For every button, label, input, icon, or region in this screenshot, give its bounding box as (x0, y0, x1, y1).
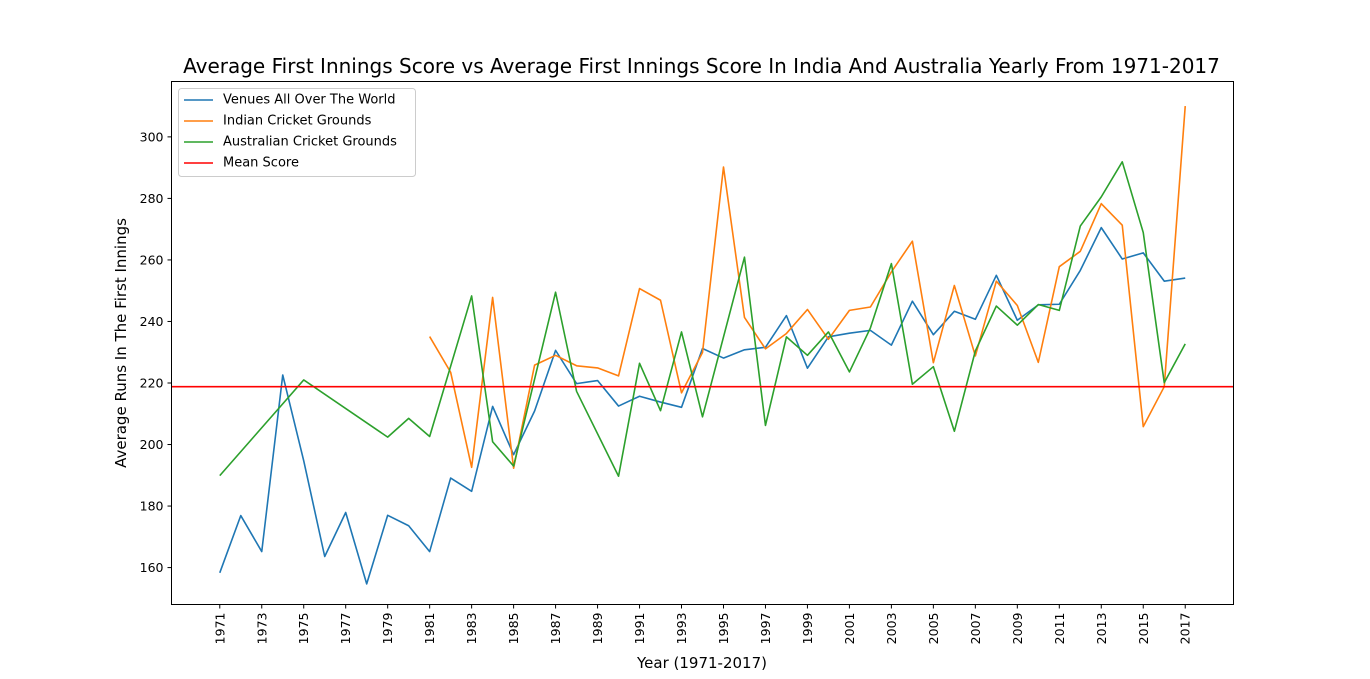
series-line-2 (428, 106, 1187, 470)
series-layer (171, 106, 1234, 585)
x-tick-label: 2011 (1052, 613, 1067, 645)
y-tick-label: 300 (140, 129, 164, 144)
x-tick-label: 1981 (422, 613, 437, 645)
legend: Venues All Over The World Indian Cricket … (178, 88, 416, 177)
series-line-3 (219, 161, 1186, 478)
x-tick-label: 2007 (968, 613, 983, 645)
y-axis: 160 180 200 220 240 260 280 300 (140, 129, 172, 575)
x-tick-label: 2005 (926, 613, 941, 645)
x-tick-label: 1995 (716, 613, 731, 645)
y-tick-label: 260 (140, 252, 164, 267)
x-tick-label: 1985 (506, 613, 521, 645)
y-axis-label: Average Runs In The First Innings (112, 218, 130, 468)
y-tick-label: 160 (140, 560, 164, 575)
y-tick-label: 280 (140, 191, 164, 206)
x-tick-label: 1979 (380, 612, 395, 644)
x-tick-label: 1977 (338, 613, 353, 645)
y-tick-label: 180 (140, 499, 164, 514)
legend-label-2: Indian Cricket Grounds (223, 114, 372, 129)
x-tick-label: 1971 (212, 613, 227, 645)
legend-label-4: Mean Score (223, 156, 299, 171)
x-tick-label: 1989 (590, 612, 605, 644)
series-line-1 (219, 226, 1186, 585)
x-tick-label: 1991 (632, 613, 647, 645)
y-tick-label: 200 (140, 437, 164, 452)
x-tick-label: 2003 (884, 613, 899, 645)
chart-title: Average First Innings Score vs Average F… (183, 54, 1220, 78)
x-axis: 1971 1973 1975 1977 1979 1981 1983 1985 1987 1989… (212, 604, 1193, 645)
x-tick-label: 1975 (296, 613, 311, 645)
x-axis-label: Year (1971-2017) (636, 654, 767, 672)
x-tick-label: 1983 (464, 613, 479, 645)
plot-area (171, 81, 1234, 605)
legend-box (178, 88, 416, 177)
x-tick-label: 1999 (800, 612, 815, 644)
x-tick-label: 2017 (1178, 613, 1193, 645)
x-tick-label: 2001 (842, 613, 857, 645)
y-tick-label: 220 (140, 375, 164, 390)
x-tick-label: 1997 (758, 613, 773, 645)
x-tick-label: 2013 (1094, 613, 1109, 645)
x-tick-label: 1973 (254, 613, 269, 645)
x-tick-label: 1987 (548, 613, 563, 645)
legend-label-1: Venues All Over The World (223, 93, 395, 108)
legend-label-3: Australian Cricket Grounds (223, 135, 397, 150)
x-tick-label: 2015 (1136, 613, 1151, 645)
x-tick-label: 2009 (1010, 612, 1025, 644)
y-tick-label: 240 (140, 314, 164, 329)
x-tick-label: 1993 (674, 613, 689, 645)
